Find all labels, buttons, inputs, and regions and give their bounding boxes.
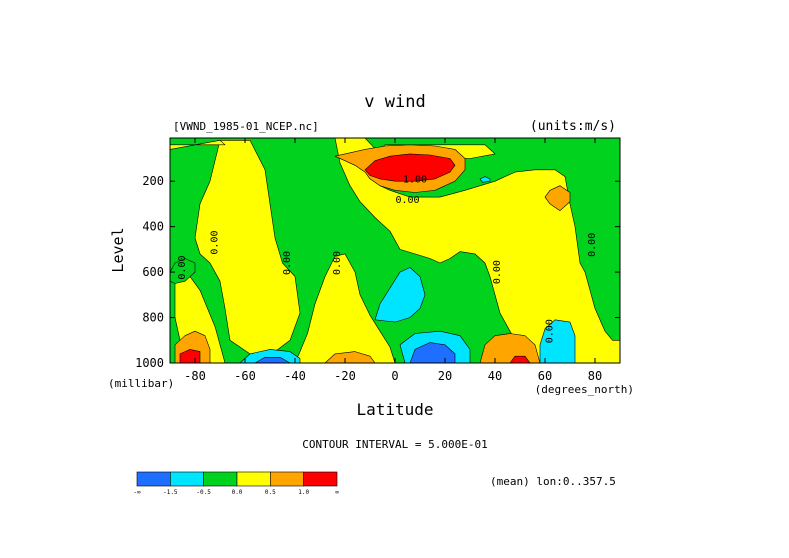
- contour-region-8: [544, 185, 571, 211]
- colorbar-swatch: [170, 471, 204, 487]
- contour-labels: 1.00 0.00 0.00 0.00 0.00 0.00 0.00 0.00 0.00: [177, 174, 598, 343]
- contour-region-17: [239, 349, 301, 363]
- x-tick-label: 20: [438, 369, 452, 383]
- contour-region-13: [509, 355, 531, 363]
- colorbar-label: -0.5: [196, 489, 211, 496]
- y-tick-label: 200: [142, 174, 164, 188]
- y-axis-ticks: 200 400 600 800 1000: [135, 174, 620, 370]
- contour-region-12: [479, 333, 541, 363]
- colorbar-label: -∞: [133, 489, 141, 496]
- y-axis-units: (millibar): [108, 377, 174, 390]
- chart-title: v wind: [364, 92, 425, 112]
- x-tick-label: 40: [488, 369, 502, 383]
- contour-label-5: 0.00: [492, 260, 503, 284]
- x-tick-label: -60: [234, 369, 256, 383]
- colorbar: -∞ -1.5 -0.5 0.0 0.5 1.0 ∞: [133, 471, 339, 496]
- contour-interval-note: CONTOUR INTERVAL = 5.000E-01: [302, 438, 487, 451]
- colorbar-swatch: [270, 471, 304, 487]
- colorbar-label: 1.0: [298, 489, 309, 496]
- colorbar-label: ∞: [335, 489, 339, 496]
- contour-region-3: [170, 140, 226, 150]
- y-tick-label: 600: [142, 265, 164, 279]
- units-label: (units:m/s): [530, 119, 616, 134]
- contour-region-7: [364, 153, 456, 182]
- x-tick-label: 0: [391, 369, 398, 383]
- colorbar-label: 0.0: [232, 489, 243, 496]
- contour-region-14: [374, 267, 426, 323]
- contour-label-2: 0.00: [210, 230, 221, 254]
- colorbar-swatch: [136, 471, 171, 487]
- colorbar-label: 0.5: [265, 489, 276, 496]
- contour-region-19: [539, 319, 576, 363]
- mean-note: (mean) lon:0..357.5: [490, 475, 616, 488]
- x-tick-label: -80: [184, 369, 206, 383]
- colorbar-swatch: [203, 471, 238, 487]
- x-tick-label: 60: [538, 369, 552, 383]
- contour-label-7: 0.00: [545, 319, 556, 343]
- contour-region-11: [324, 351, 376, 363]
- contour-label-4: 0.00: [332, 251, 343, 275]
- contour-region-16: [409, 342, 456, 363]
- y-tick-label: 400: [142, 220, 164, 234]
- contour-region-21: [170, 258, 196, 284]
- y-axis-label: Level: [109, 227, 127, 272]
- x-tick-label: -40: [284, 369, 306, 383]
- colorbar-swatch: [303, 471, 338, 487]
- contour-fill-regions: [170, 138, 620, 363]
- y-tick-label: 800: [142, 311, 164, 325]
- x-axis-label: Latitude: [356, 400, 433, 419]
- colorbar-label: -1.5: [163, 489, 178, 496]
- contour-region-20: [479, 176, 491, 183]
- colorbar-swatch: [236, 471, 271, 487]
- x-axis-ticks: -80 -60 -40 -20 0 20 40 60 80: [184, 138, 602, 383]
- contour-label-0: 1.00: [403, 174, 427, 185]
- x-tick-label: -20: [334, 369, 356, 383]
- contour-label-1: 0.00: [395, 195, 419, 206]
- contour-label-8: 0.00: [177, 255, 188, 279]
- x-axis-units: (degrees_north): [535, 383, 634, 396]
- y-tick-label: 1000: [135, 356, 164, 370]
- x-tick-label: 80: [588, 369, 602, 383]
- contour-label-3: 0.00: [282, 251, 293, 275]
- contour-region-18: [254, 356, 291, 363]
- file-label: [VWND_1985-01_NCEP.nc]: [173, 120, 319, 133]
- contour-region-2: [294, 253, 396, 363]
- contour-label-6: 0.00: [587, 233, 598, 257]
